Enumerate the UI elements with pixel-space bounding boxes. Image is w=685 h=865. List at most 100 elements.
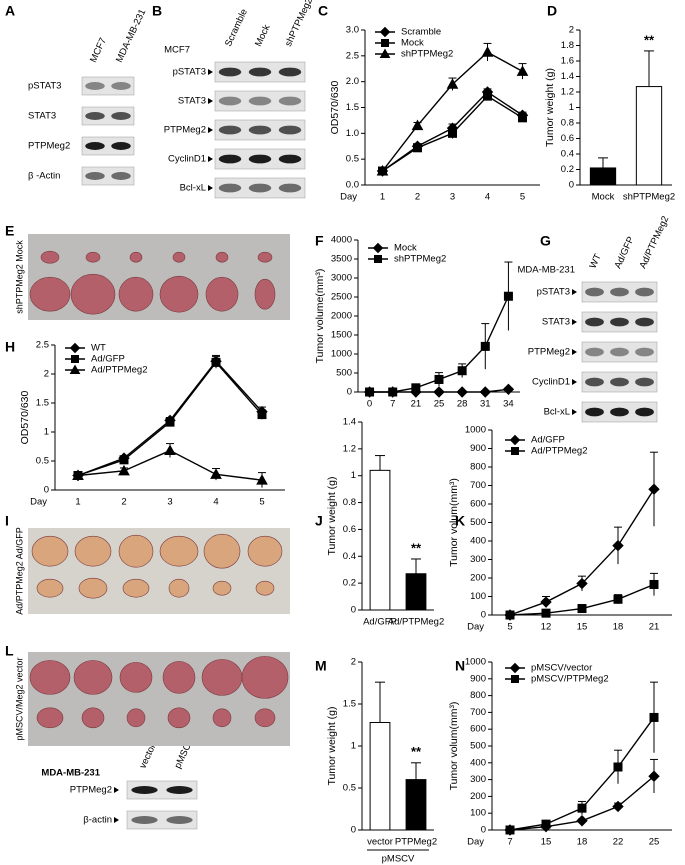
y-tick-label: 3.0 bbox=[346, 25, 359, 36]
row-arrow bbox=[572, 289, 577, 295]
y-tick-label: 200 bbox=[470, 573, 486, 584]
y-tick-label: 1.2 bbox=[561, 87, 574, 98]
blot-band bbox=[111, 112, 131, 120]
blot-band bbox=[278, 67, 302, 77]
legend-label: Mock bbox=[394, 243, 417, 254]
blot-band bbox=[218, 125, 242, 135]
legend-label: Mock bbox=[401, 38, 424, 49]
row-arrow bbox=[114, 817, 119, 823]
bar bbox=[405, 573, 427, 611]
legend-marker bbox=[379, 48, 391, 58]
marker bbox=[541, 608, 551, 618]
y-tick-label: 600 bbox=[470, 499, 486, 510]
row-label: pSTAT3 bbox=[173, 67, 206, 78]
blot-band bbox=[610, 317, 629, 327]
tumor bbox=[241, 656, 289, 699]
marker bbox=[434, 374, 444, 384]
y-axis-label: Tumor weight (g) bbox=[544, 68, 556, 147]
blot-band bbox=[248, 125, 272, 135]
bar bbox=[369, 469, 391, 611]
blot-strip bbox=[81, 76, 135, 96]
y-tick-label: 0.2 bbox=[343, 578, 356, 589]
marker bbox=[446, 78, 459, 89]
marker bbox=[540, 596, 552, 608]
tumor bbox=[36, 578, 64, 598]
blot-band bbox=[585, 317, 604, 327]
marker bbox=[72, 469, 84, 480]
tumor bbox=[257, 251, 273, 263]
tumor bbox=[119, 662, 153, 693]
marker bbox=[211, 357, 221, 367]
y-tick-label: 2 bbox=[44, 369, 49, 380]
tumor bbox=[168, 578, 190, 598]
marker bbox=[576, 577, 588, 590]
y-tick-label: 0 bbox=[351, 605, 356, 616]
blot-band bbox=[111, 142, 131, 150]
y-tick-label: 1000 bbox=[465, 657, 486, 668]
blot-band bbox=[585, 287, 604, 297]
marker bbox=[518, 113, 527, 123]
y-tick-label: 300 bbox=[470, 554, 486, 565]
lane-label: vector bbox=[138, 742, 159, 770]
row-label: Bcl-xL bbox=[180, 183, 206, 194]
y-tick-label: 2.5 bbox=[346, 50, 359, 61]
row-arrow bbox=[208, 185, 213, 191]
marker bbox=[480, 341, 490, 351]
panel-letter: F bbox=[315, 233, 324, 249]
row-label: PTPMeg2 bbox=[528, 347, 570, 358]
marker bbox=[577, 604, 587, 614]
x-axis-label: Day bbox=[340, 192, 357, 203]
tumor bbox=[215, 251, 229, 263]
marker bbox=[165, 417, 175, 427]
marker bbox=[613, 594, 623, 604]
legend-marker bbox=[374, 255, 382, 263]
blot-band bbox=[218, 154, 242, 164]
row-arrow bbox=[572, 349, 577, 355]
y-tick-label: 500 bbox=[470, 517, 486, 528]
blot-band bbox=[585, 347, 604, 357]
y-tick-label: 4000 bbox=[331, 235, 352, 246]
marker bbox=[541, 819, 551, 829]
x-tick-label: 7 bbox=[507, 837, 512, 848]
y-tick-label: 1000 bbox=[331, 349, 352, 360]
x-axis-label: Day bbox=[30, 497, 47, 508]
marker bbox=[649, 712, 659, 722]
y-tick-label: 0.5 bbox=[343, 783, 356, 794]
y-tick-label: 0 bbox=[481, 610, 486, 621]
panel-letter: M bbox=[315, 658, 327, 674]
y-tick-label: 0.6 bbox=[343, 524, 356, 535]
row-label: CyclinD1 bbox=[532, 377, 570, 388]
tumor bbox=[126, 708, 146, 728]
marker bbox=[612, 800, 624, 813]
marker bbox=[648, 770, 660, 782]
blot-band bbox=[278, 183, 302, 193]
y-tick-label: 900 bbox=[470, 673, 486, 684]
lane-label: shPTPMeg2 bbox=[283, 0, 315, 48]
x-tick-label: 34 bbox=[503, 399, 514, 410]
blot-band bbox=[585, 407, 604, 417]
blot-band bbox=[635, 347, 654, 357]
tumor bbox=[172, 251, 186, 263]
y-tick-label: 1.4 bbox=[561, 71, 574, 82]
y-tick-label: 700 bbox=[470, 480, 486, 491]
y-tick-label: 100 bbox=[470, 808, 486, 819]
blot-band bbox=[131, 786, 158, 794]
row-label: PTPMeg2 bbox=[28, 141, 70, 152]
marker bbox=[210, 468, 222, 479]
y-tick-label: 2 bbox=[569, 25, 574, 36]
row-arrow bbox=[572, 319, 577, 325]
blot-band bbox=[610, 407, 629, 417]
blot-strip bbox=[81, 166, 135, 186]
photo-label: Ad/PTPMeg2 Ad/GFP bbox=[14, 527, 24, 615]
photo-bg bbox=[28, 528, 290, 614]
y-tick-label: 0 bbox=[481, 825, 486, 836]
lane-label: Ad/PTPMeg2 bbox=[638, 214, 672, 270]
y-tick-label: 0.6 bbox=[561, 133, 574, 144]
blot-band bbox=[585, 377, 604, 387]
marker bbox=[164, 444, 176, 456]
y-axis-label: OD570/630 bbox=[329, 80, 341, 134]
row-label: pSTAT3 bbox=[28, 81, 61, 92]
tumor bbox=[29, 660, 71, 695]
row-arrow bbox=[208, 69, 213, 75]
y-tick-label: 400 bbox=[470, 536, 486, 547]
